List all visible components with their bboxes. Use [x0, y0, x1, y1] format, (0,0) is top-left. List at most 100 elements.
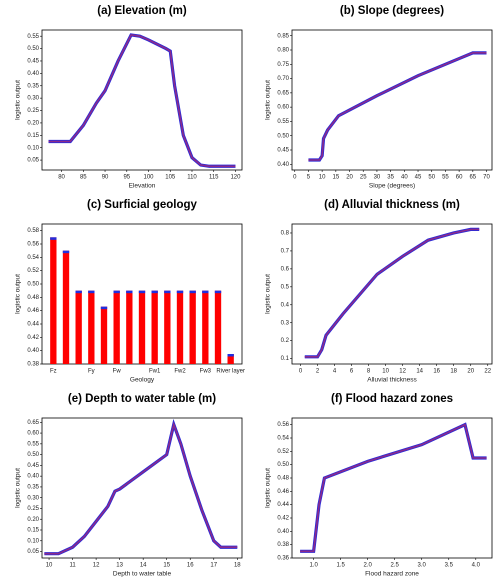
y-tick-label: 0.75: [277, 62, 289, 68]
y-tick-label: 0.52: [277, 449, 289, 455]
y-tick-label: 0.5: [281, 284, 290, 290]
bar-cap: [100, 306, 108, 310]
y-tick-label: 0.10: [27, 145, 39, 151]
x-tick-label: 85: [80, 175, 87, 181]
y-tick-label: 0.55: [27, 441, 39, 447]
bar-cap: [227, 354, 234, 357]
x-tick-label: 20: [346, 175, 353, 181]
y-tick-label: 0.40: [277, 529, 289, 535]
response-line: [308, 52, 487, 161]
panel-title: (f) Flood hazard zones: [331, 393, 453, 405]
x-tick-label: 45: [415, 175, 422, 181]
y-tick-label: 0.44: [27, 322, 39, 328]
bar: [75, 290, 82, 364]
y-tick-label: 0.1: [281, 356, 290, 362]
x-tick-label: 115: [209, 175, 219, 181]
response-line: [300, 423, 487, 553]
y-tick-label: 0.48: [277, 476, 289, 482]
x-tick-label: 5: [307, 175, 311, 181]
x-tick-label: Fy: [88, 369, 95, 375]
x-tick-label: 10: [382, 369, 389, 375]
x-tick-label: 1.0: [309, 563, 318, 569]
bar: [100, 306, 108, 364]
x-tick-label: 65: [469, 175, 476, 181]
y-axis-label: logistic output: [15, 274, 22, 314]
x-tick-label: 90: [102, 175, 109, 181]
bar: [189, 290, 196, 364]
bar-cap: [138, 290, 146, 294]
y-tick-label: 0.7: [281, 249, 290, 255]
y-tick-label: 0.50: [27, 452, 39, 458]
x-tick-label: 14: [416, 369, 423, 375]
y-tick-label: 0.60: [277, 105, 289, 111]
y-tick-label: 0.65: [27, 420, 39, 426]
x-tick-label: 2.5: [391, 563, 400, 569]
panel-title: (a) Elevation (m): [97, 5, 187, 17]
response-band: [44, 418, 238, 556]
x-tick-label: 1.5: [336, 563, 345, 569]
x-tick-label: 60: [456, 175, 463, 181]
x-tick-label: Fz: [50, 369, 57, 375]
x-tick-label: 30: [374, 175, 381, 181]
y-tick-label: 0.50: [277, 462, 289, 468]
x-tick-label: 95: [123, 175, 130, 181]
y-tick-label: 0.38: [27, 362, 39, 368]
y-tick-label: 0.44: [277, 502, 289, 508]
y-tick-label: 0.50: [277, 133, 289, 139]
bar-cap: [75, 290, 82, 294]
y-tick-label: 0.70: [277, 76, 289, 82]
x-tick-label: 11: [69, 563, 76, 569]
panel-title: (d) Alluvial thickness (m): [324, 199, 460, 211]
y-tick-label: 0.80: [277, 48, 289, 54]
x-tick-label: Fw3: [200, 369, 212, 375]
x-tick-label: 110: [187, 175, 197, 181]
bar: [113, 290, 120, 364]
bar-cap: [126, 290, 133, 294]
plot-frame: [41, 417, 243, 559]
response-line: [48, 34, 236, 168]
x-tick-label: 0: [293, 175, 297, 181]
panel-title: (b) Slope (degrees): [340, 5, 444, 17]
bar: [202, 290, 209, 364]
response-band: [304, 227, 480, 359]
x-tick-label: 22: [484, 369, 491, 375]
response-line: [44, 421, 238, 555]
x-tick-label: Fw2: [174, 369, 186, 375]
x-tick-label: Fw1: [149, 369, 161, 375]
y-axis-label: logistic output: [265, 468, 272, 508]
x-tick-label: 100: [144, 175, 155, 181]
response-band: [308, 51, 487, 162]
x-tick-label: 25: [360, 175, 367, 181]
bar-cap: [176, 290, 184, 294]
x-tick-label: 35: [387, 175, 394, 181]
x-tick-label: 16: [433, 369, 440, 375]
x-tick-label: 15: [163, 563, 170, 569]
x-tick-label: 17: [210, 563, 217, 569]
x-axis-label: Flood hazard zone: [365, 571, 419, 578]
y-tick-label: 0.50: [27, 282, 39, 288]
x-tick-label: 12: [93, 563, 100, 569]
x-tick-label: River layer: [216, 369, 245, 375]
bar-cap: [62, 250, 70, 254]
panel-title: (e) Depth to water table (m): [68, 393, 216, 405]
y-tick-label: 0.50: [27, 46, 39, 52]
bar-cap: [113, 290, 120, 294]
y-tick-label: 0.2: [281, 338, 290, 344]
y-tick-label: 0.54: [277, 436, 289, 442]
bar-cap: [189, 290, 196, 294]
y-tick-label: 0.42: [27, 335, 39, 341]
x-axis-label: Alluvial thickness: [367, 377, 417, 384]
y-tick-label: 0.65: [277, 90, 289, 96]
y-tick-label: 0.55: [277, 119, 289, 125]
bar: [126, 290, 133, 364]
y-tick-label: 0.85: [277, 33, 289, 39]
plot-frame: [41, 29, 243, 171]
y-tick-label: 0.45: [27, 59, 39, 65]
y-tick-label: 0.36: [277, 556, 289, 562]
x-tick-label: 3.5: [445, 563, 454, 569]
x-tick-label: 16: [187, 563, 194, 569]
y-tick-label: 0.55: [27, 34, 39, 40]
y-tick-label: 0.45: [277, 148, 289, 154]
y-tick-label: 0.15: [27, 528, 39, 534]
